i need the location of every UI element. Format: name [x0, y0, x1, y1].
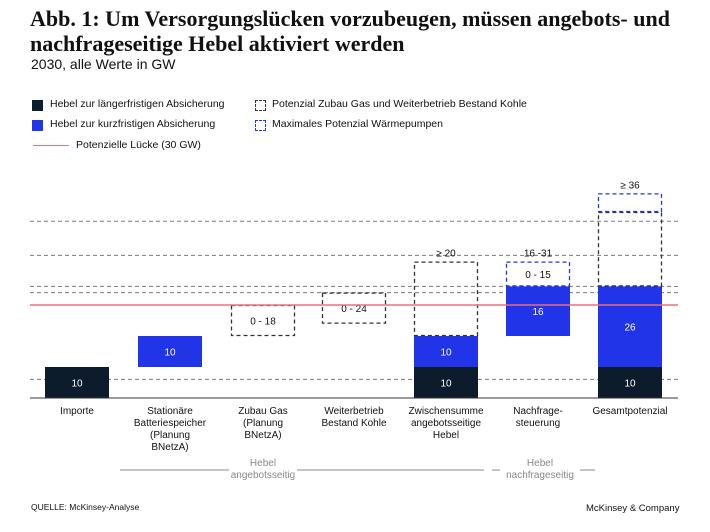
bar-segment-dashed	[597, 211, 663, 287]
source-note: QUELLE: McKinsey-Analyse	[31, 502, 140, 512]
bar-value-label: 10	[624, 379, 636, 390]
legend-label-heat: Maximales Potenzial Wärmepumpen	[272, 118, 443, 130]
x-tick-label: Gesamtpotenzial	[592, 406, 667, 417]
legend-swatch-long	[32, 100, 43, 111]
chart-title: Abb. 1: Um Versorgungslücken vorzubeugen…	[30, 6, 670, 56]
group-label: Hebel angebotsseitig	[231, 458, 296, 481]
bar-value-label: 26	[624, 323, 636, 334]
bar-segment	[598, 286, 662, 367]
legend-label-long: Hebel zur längerfristigen Absicherung	[50, 98, 225, 110]
x-tick-label: Stationäre Batteriespeicher (Planung BNetzA…	[134, 406, 207, 453]
bar-segment-dashed	[505, 261, 571, 287]
legend-swatch-heat	[255, 120, 266, 131]
chart-subtitle: 2030, alle Werte in GW	[31, 56, 176, 72]
bar-segment	[45, 367, 109, 398]
bar-segment	[138, 336, 202, 367]
bar-segment	[598, 367, 662, 398]
bar-total-label: 16 -31	[524, 249, 553, 260]
bar-value-label: 10	[71, 379, 83, 390]
bar-value-label: 0 - 15	[525, 270, 551, 281]
bar-value-label: 0 - 18	[250, 317, 276, 328]
legend-swatch-gas	[255, 100, 266, 111]
bar-segment-dashed	[321, 292, 387, 324]
bar-segment	[414, 336, 478, 367]
legend-swatch-short	[32, 120, 43, 131]
x-tick-label: Zubau Gas (Planung BNetzA)	[238, 406, 287, 441]
bar-segment-dashed	[597, 193, 663, 213]
bar-total-label: ≥ 36	[620, 180, 640, 191]
bar-value-label: 10	[164, 348, 176, 359]
bar-segment	[414, 367, 478, 398]
bar-value-label: 10	[440, 379, 452, 390]
legend-label-gap: Potenzielle Lücke (30 GW)	[76, 139, 201, 151]
legend-label-short: Hebel zur kurzfristigen Absicherung	[50, 118, 216, 130]
bar-value-label: 10	[440, 348, 452, 359]
bar-value-label: 16	[532, 307, 544, 318]
legend-label-gas: Potenzial Zubau Gas und Weiterbetrieb Be…	[272, 98, 527, 110]
bar-segment	[506, 286, 570, 336]
x-tick-label: Zwischensumme angebotsseitige Hebel	[408, 406, 483, 441]
bar-segment-dashed	[413, 261, 479, 337]
legend-swatch-gap	[33, 145, 69, 146]
x-tick-label: Weiterbetrieb Bestand Kohle	[321, 406, 386, 429]
x-tick-label: Nachfrage-steuerung	[513, 406, 562, 429]
bar-total-label: ≥ 20	[436, 249, 456, 260]
x-tick-label: Importe	[60, 406, 94, 417]
brand-name: McKinsey & Company	[586, 503, 680, 514]
bar-value-label: 0 - 24	[341, 304, 367, 315]
group-label: Hebel nachfrageseitig	[506, 458, 574, 481]
